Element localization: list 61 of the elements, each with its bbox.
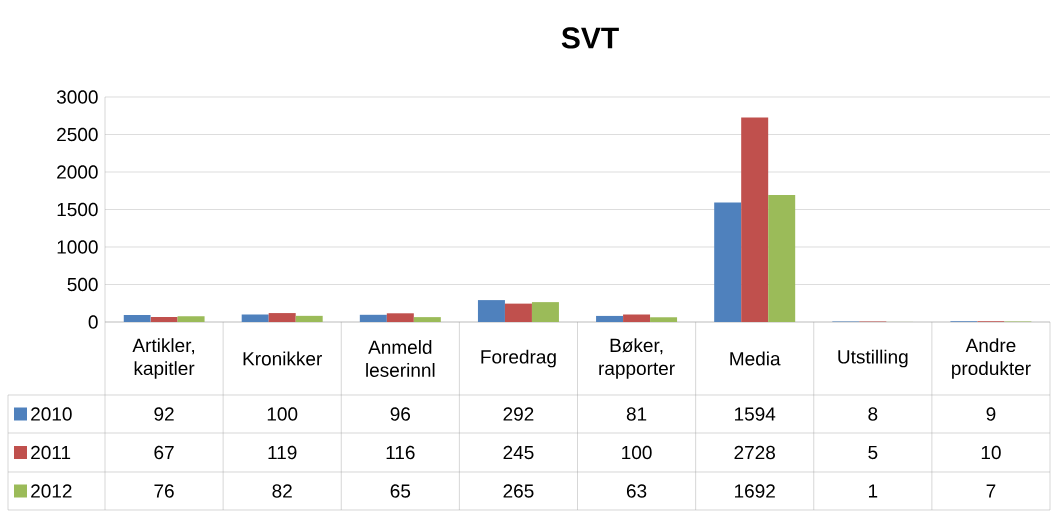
bar <box>504 303 532 322</box>
data-label: 9 <box>986 407 996 421</box>
y-tick-label: 2000 <box>57 165 98 179</box>
y-tick-label: 500 <box>67 277 98 292</box>
bar <box>477 300 505 322</box>
x-tick-label: Foredrag <box>481 349 556 368</box>
bar <box>596 315 624 322</box>
data-label: 1692 <box>735 484 775 498</box>
y-tick-label: 2500 <box>57 127 98 142</box>
data-label: 82 <box>272 484 292 498</box>
bar <box>531 302 559 322</box>
data-label: 92 <box>154 407 174 421</box>
bar <box>123 315 151 322</box>
bar <box>714 202 742 322</box>
data-label: 1594 <box>735 407 776 421</box>
bar <box>386 313 414 322</box>
y-tick-label: 3000 <box>56 90 98 104</box>
data-label: 1 <box>868 484 878 498</box>
data-label: 292 <box>503 407 534 421</box>
bar <box>241 314 269 322</box>
x-tick-label: Andre produkter <box>952 338 1031 379</box>
x-tick-label: Utstilling <box>838 349 908 368</box>
data-label: 10 <box>981 445 1001 460</box>
data-label: 2728 <box>734 445 775 460</box>
bar <box>177 316 205 322</box>
data-label: 245 <box>503 445 534 460</box>
bar <box>359 314 387 322</box>
data-label: 5 <box>868 445 878 460</box>
bar <box>150 316 178 322</box>
bar <box>295 315 323 322</box>
data-label: 100 <box>267 407 298 421</box>
x-tick-label: Artikler, kapitler <box>132 338 195 379</box>
y-tick-label: 1000 <box>57 240 98 254</box>
bar <box>650 317 678 322</box>
data-label: 96 <box>390 407 411 421</box>
data-label: 63 <box>626 484 647 498</box>
data-label: 76 <box>154 484 174 498</box>
x-tick-label: Anmeld leserinnl <box>366 340 435 377</box>
data-label: 100 <box>622 445 652 460</box>
bar <box>268 313 296 322</box>
bar <box>413 317 441 322</box>
legend-label: 2010 <box>31 407 72 421</box>
data-label: 265 <box>503 484 534 498</box>
bar <box>768 195 796 322</box>
data-label: 8 <box>868 407 878 421</box>
y-tick-label: 0 <box>88 315 98 329</box>
bar <box>623 314 651 322</box>
x-tick-label: Bøker, rapporter <box>599 338 675 379</box>
x-tick-label: Media <box>730 351 781 366</box>
data-label: 119 <box>268 445 297 460</box>
data-label: 67 <box>154 445 174 460</box>
bar <box>741 117 769 322</box>
chart-title: SVT <box>561 27 619 49</box>
legend-label: 2011 <box>31 445 71 460</box>
x-tick-label: Kronikker <box>243 351 322 366</box>
legend-label: 2012 <box>31 484 72 498</box>
data-label: 81 <box>626 407 647 421</box>
data-label: 116 <box>386 445 415 460</box>
data-label: 65 <box>390 484 411 498</box>
y-tick-label: 1500 <box>57 202 98 217</box>
data-label: 7 <box>986 484 996 498</box>
